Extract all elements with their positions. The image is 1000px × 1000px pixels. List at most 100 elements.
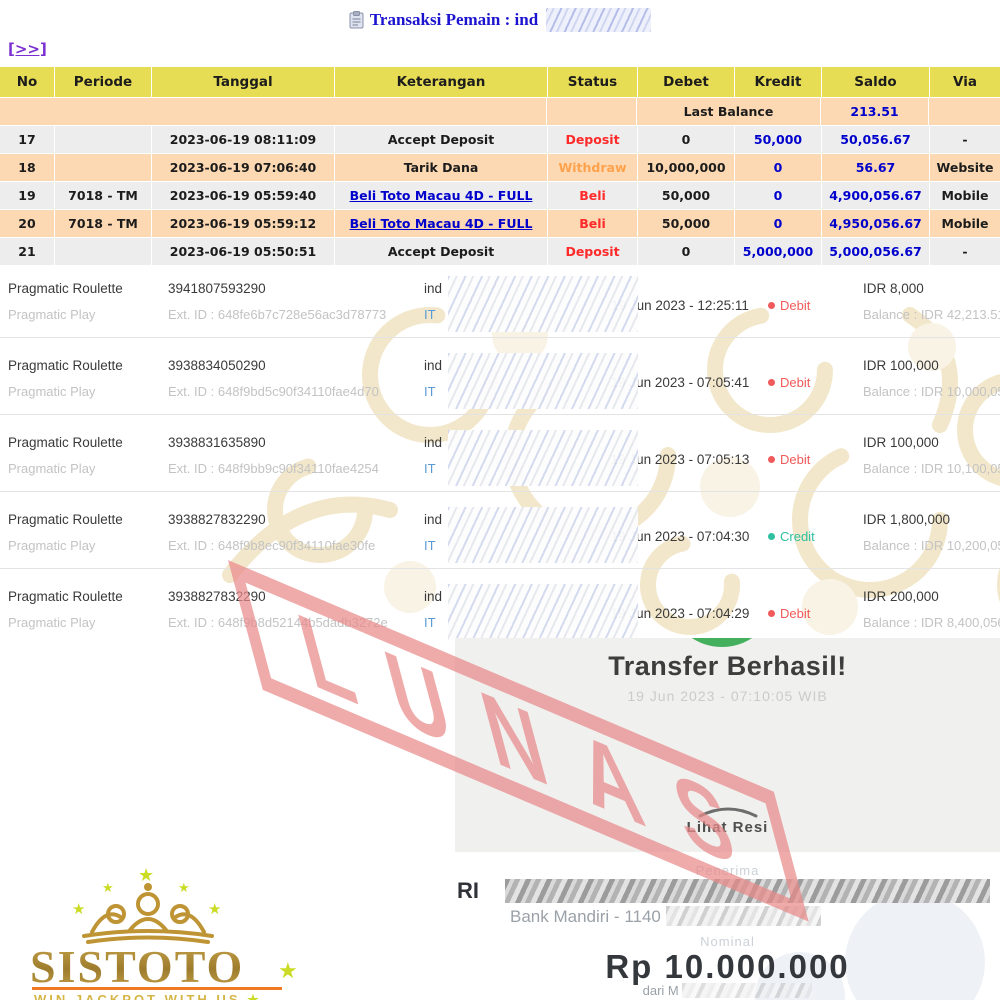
bet-player: ind [424, 358, 443, 373]
star-icon: ★ [247, 992, 262, 1000]
table-row: 19 7018 - TM 2023-06-19 05:59:40 Beli To… [0, 182, 1000, 209]
col-header-tanggal: Tanggal [152, 67, 334, 97]
bet-provider: Pragmatic Play [8, 307, 96, 322]
cell-via: Mobile [930, 182, 1000, 209]
bet-player-id: IT [424, 384, 436, 399]
star-icon: ★ [138, 865, 155, 885]
cell-debet: 10,000,000 [638, 154, 734, 181]
redacted-username-blur [546, 8, 652, 32]
lihat-resi-button[interactable]: Lihat Resi [686, 819, 769, 836]
cell-no: 21 [0, 238, 54, 265]
bet-detail-link[interactable]: Beli Toto Macau 4D - FULL [349, 216, 533, 231]
star-icon: ★ [102, 880, 114, 895]
cell-via: Mobile [930, 210, 1000, 237]
cell-debet: 50,000 [638, 182, 734, 209]
bet-balance: Balance : IDR 8,400,056.67 [863, 615, 1000, 630]
bet-detail-link[interactable]: Beli Toto Macau 4D - FULL [349, 188, 533, 203]
bet-player-id: IT [424, 307, 436, 322]
table-header-row: No Periode Tanggal Keterangan Status Deb… [0, 67, 1000, 97]
bet-player: ind [424, 512, 443, 527]
clipboard-icon [349, 11, 364, 29]
cell-tanggal: 2023-06-19 05:59:12 [152, 210, 334, 237]
bet-type-badge: Debit [768, 298, 810, 313]
cell-via: - [930, 238, 1000, 265]
logo-tagline: WIN JACKPOT WITH US [34, 992, 241, 1000]
bet-player-id: IT [424, 461, 436, 476]
last-balance-spacer [547, 98, 636, 125]
cell-status: Withdraw [548, 154, 637, 181]
recipient-name: RI [457, 878, 479, 903]
cell-periode: 7018 - TM [55, 182, 151, 209]
cell-no: 20 [0, 210, 54, 237]
bet-game-name: Pragmatic Roulette [8, 358, 123, 373]
cell-debet: 0 [638, 238, 734, 265]
bet-ref-number: 3938827832290 [168, 512, 266, 527]
bet-row: Pragmatic Roulette Pragmatic Play 393883… [0, 426, 1000, 492]
redacted-player-blur [448, 507, 638, 563]
bet-game-name: Pragmatic Roulette [8, 589, 123, 604]
col-header-periode: Periode [55, 67, 151, 97]
bet-ext-id: Ext. ID : 648f9bd5c90f34110fae4d70 [168, 384, 379, 399]
col-header-no: No [0, 67, 54, 97]
cell-tanggal: 2023-06-19 05:50:51 [152, 238, 334, 265]
redacted-account-blur [665, 906, 821, 926]
star-icon: ★ [178, 880, 190, 895]
nominal-label: Nominal [700, 934, 755, 949]
type-dot-icon [768, 456, 775, 463]
transactions-table: No Periode Tanggal Keterangan Status Deb… [0, 67, 1000, 266]
bet-type-badge: Debit [768, 452, 810, 467]
bet-provider: Pragmatic Play [8, 615, 96, 630]
bet-amount: IDR 100,000 [863, 358, 939, 373]
bet-balance: Balance : IDR 10,200,056.67 [863, 538, 1000, 553]
cell-saldo: 4,900,056.67 [822, 182, 929, 209]
bank-account-line: Bank Mandiri - 1140 [510, 907, 661, 926]
pagination-next-link[interactable]: [>>] [8, 40, 47, 58]
cell-kredit: 0 [735, 182, 821, 209]
bet-type-badge: Credit [768, 529, 815, 544]
receipt-datetime: 19 Jun 2023 - 07:10:05 WIB [627, 688, 828, 704]
bet-player-id: IT [424, 615, 436, 630]
cell-kredit: 5,000,000 [735, 238, 821, 265]
bet-balance: Balance : IDR 42,213.51 [863, 307, 1000, 322]
cell-status: Beli [548, 182, 637, 209]
bet-ref-number: 3938834050290 [168, 358, 266, 373]
type-dot-icon [768, 302, 775, 309]
bet-amount: IDR 200,000 [863, 589, 939, 604]
last-balance-value: 213.51 [821, 98, 928, 125]
bet-balance: Balance : IDR 10,000,056.67 [863, 384, 1000, 399]
cell-keterangan: Accept Deposit [335, 238, 547, 265]
bet-amount: IDR 8,000 [863, 281, 924, 296]
col-header-via: Via [930, 67, 1000, 97]
receipt-title: Transfer Berhasil! [608, 651, 847, 681]
bet-provider: Pragmatic Play [8, 384, 96, 399]
cell-kredit: 50,000 [735, 126, 821, 153]
penerima-label: Penerima [695, 863, 760, 878]
table-row: 21 2023-06-19 05:50:51 Accept Deposit De… [0, 238, 1000, 265]
col-header-saldo: Saldo [822, 67, 929, 97]
cell-debet: 0 [638, 126, 734, 153]
cell-no: 17 [0, 126, 54, 153]
bet-provider: Pragmatic Play [8, 538, 96, 553]
cell-status: Beli [548, 210, 637, 237]
sistoto-logo: ★ ★ ★ ★ ★ SISTOTO ★ WIN JACKPOT WITH US … [20, 840, 350, 1000]
bet-type-badge: Debit [768, 606, 810, 621]
cell-saldo: 50,056.67 [822, 126, 929, 153]
faint-pattern [845, 892, 985, 1000]
bet-provider: Pragmatic Play [8, 461, 96, 476]
type-dot-icon [768, 610, 775, 617]
bet-player: ind [424, 435, 443, 450]
cell-kredit: 0 [735, 154, 821, 181]
star-icon: ★ [72, 901, 86, 918]
table-row: 20 7018 - TM 2023-06-19 05:59:12 Beli To… [0, 210, 1000, 237]
bet-ext-id: Ext. ID : 648fe6b7c728e56ac3d78773 [168, 307, 387, 322]
table-row: 18 2023-06-19 07:06:40 Tarik Dana Withdr… [0, 154, 1000, 181]
cell-keterangan: Tarik Dana [335, 154, 547, 181]
redacted-recipient-blur [505, 879, 990, 903]
col-header-debet: Debet [638, 67, 734, 97]
last-balance-label: Last Balance [637, 98, 820, 125]
bet-ref-number: 3938827832290 [168, 589, 266, 604]
table-row: 17 2023-06-19 08:11:09 Accept Deposit De… [0, 126, 1000, 153]
cell-kredit: 0 [735, 210, 821, 237]
bet-ref-number: 3941807593290 [168, 281, 266, 296]
